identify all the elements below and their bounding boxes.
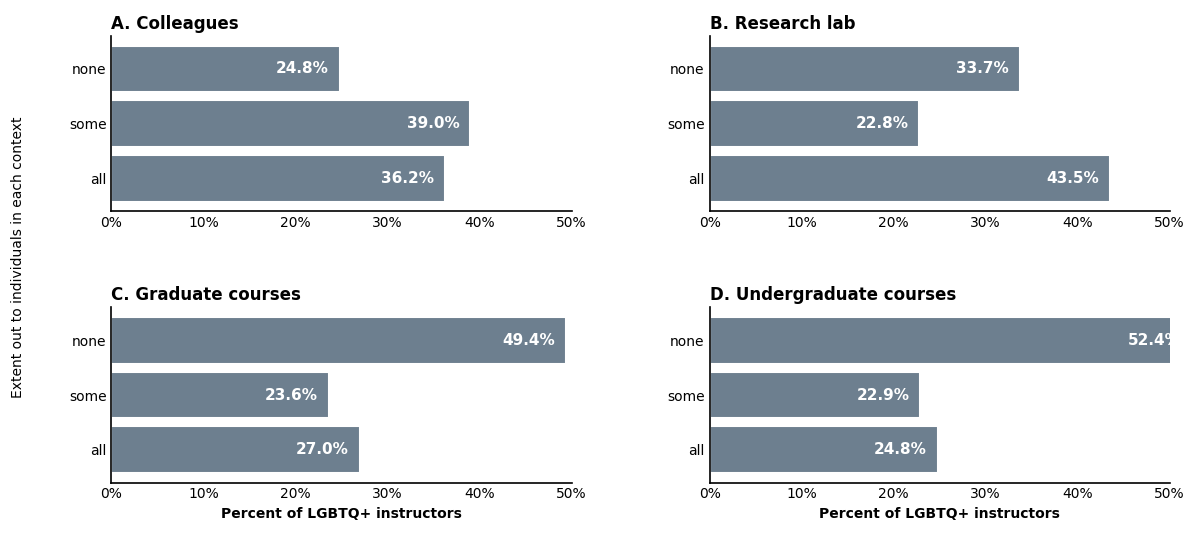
Bar <box>709 155 1110 202</box>
Text: A. Colleagues: A. Colleagues <box>112 15 239 33</box>
Text: 52.4%: 52.4% <box>1128 333 1181 348</box>
Bar <box>112 46 340 92</box>
Text: 43.5%: 43.5% <box>1046 171 1099 186</box>
Bar <box>112 427 360 473</box>
X-axis label: Percent of LGBTQ+ instructors: Percent of LGBTQ+ instructors <box>221 507 462 521</box>
Bar <box>709 100 919 147</box>
Text: 22.9%: 22.9% <box>857 388 910 403</box>
Bar <box>709 317 1192 363</box>
Bar <box>112 100 470 147</box>
Text: B. Research lab: B. Research lab <box>709 15 856 33</box>
Text: Extent out to individuals in each context: Extent out to individuals in each contex… <box>11 116 25 398</box>
Text: 24.8%: 24.8% <box>276 61 329 76</box>
Text: 22.8%: 22.8% <box>856 116 908 131</box>
Text: 23.6%: 23.6% <box>265 388 318 403</box>
X-axis label: Percent of LGBTQ+ instructors: Percent of LGBTQ+ instructors <box>820 507 1060 521</box>
Text: C. Graduate courses: C. Graduate courses <box>112 286 301 304</box>
Text: D. Undergraduate courses: D. Undergraduate courses <box>709 286 956 304</box>
Text: 39.0%: 39.0% <box>407 116 460 131</box>
Bar <box>112 372 329 418</box>
Bar <box>709 46 1020 92</box>
Text: 33.7%: 33.7% <box>956 61 1009 76</box>
Text: 36.2%: 36.2% <box>380 171 433 186</box>
Text: 27.0%: 27.0% <box>296 442 349 457</box>
Bar <box>112 317 566 363</box>
Bar <box>709 427 938 473</box>
Bar <box>112 155 444 202</box>
Bar <box>709 372 920 418</box>
Text: 24.8%: 24.8% <box>874 442 926 457</box>
Text: 49.4%: 49.4% <box>503 333 556 348</box>
